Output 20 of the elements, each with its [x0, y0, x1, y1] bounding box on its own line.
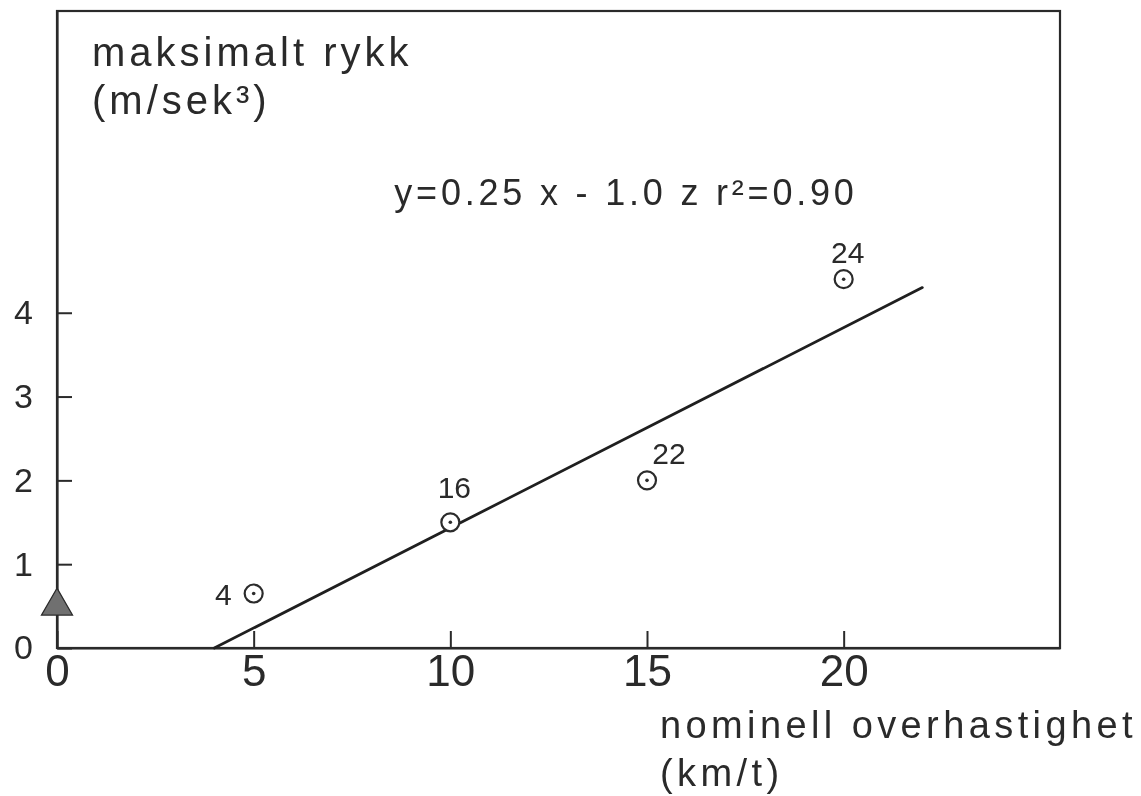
point: [636, 470, 658, 491]
point: [440, 512, 461, 533]
y-tick-label: 2: [14, 460, 33, 499]
x-tick-label: 20: [819, 646, 869, 696]
x-tick-label: 5: [241, 646, 267, 696]
x-tick-label: 15: [623, 646, 672, 696]
annotation: 16: [437, 470, 472, 504]
y-tick-label: 1: [14, 544, 33, 583]
annotation: 24: [830, 235, 865, 269]
x-tick-label: 10: [426, 646, 476, 696]
annotation: 22: [652, 436, 686, 470]
point: [833, 269, 854, 290]
y-tick-label: 4: [14, 293, 33, 332]
y-axis-title: maksimalt rykk (m/sek³): [92, 30, 413, 122]
y-tick-label: 3: [14, 376, 33, 415]
annotation: y=0.25 x - 1.0 z r²=0.90: [394, 172, 858, 213]
point: [243, 583, 264, 604]
annotation: 4: [214, 577, 232, 611]
x-axis-title: nominell overhastighet (km/t): [659, 704, 1137, 794]
x-tick-label: 0: [45, 646, 70, 696]
